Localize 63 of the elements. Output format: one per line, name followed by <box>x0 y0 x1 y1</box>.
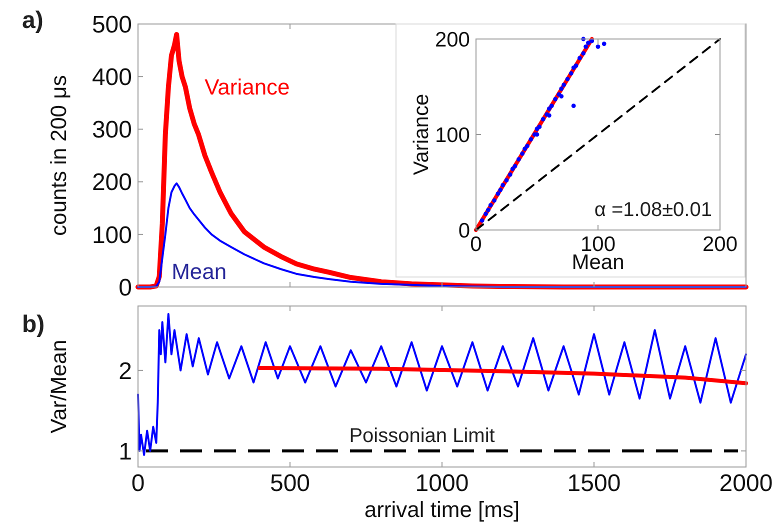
point <box>547 113 552 118</box>
point <box>520 151 525 156</box>
point <box>484 212 488 216</box>
point <box>512 164 518 168</box>
x-tick-label: 200 <box>702 233 738 256</box>
y-axis-title: counts in 200 μs <box>46 75 71 236</box>
point <box>537 124 542 130</box>
y-tick-label: 300 <box>92 116 132 144</box>
point <box>488 202 493 208</box>
point <box>492 198 496 203</box>
x-tick-label: 2000 <box>719 470 773 497</box>
y-tick-label: 500 <box>92 11 132 38</box>
y-tick-label: 0 <box>118 274 132 302</box>
point <box>500 182 506 188</box>
point <box>553 96 558 102</box>
point <box>559 86 564 91</box>
point <box>574 64 578 68</box>
point <box>565 76 570 82</box>
point <box>568 71 574 76</box>
point <box>581 51 586 56</box>
point <box>547 106 552 111</box>
line-series <box>137 182 747 288</box>
point <box>559 94 564 98</box>
y-axis-title: Variance <box>410 94 433 176</box>
point <box>562 82 566 88</box>
ref-line-label: Poissonian Limit <box>349 424 496 447</box>
point <box>510 166 515 172</box>
point <box>602 42 606 46</box>
point <box>549 104 554 108</box>
point <box>504 178 509 183</box>
point <box>498 188 503 192</box>
point <box>525 144 530 148</box>
point <box>540 117 546 122</box>
point <box>584 44 588 49</box>
y-tick-label: 2 <box>118 358 132 385</box>
point <box>528 137 534 142</box>
x-tick-label: 500 <box>270 470 310 497</box>
line-series <box>137 313 747 456</box>
y-axis-title: Var/Mean <box>46 340 71 434</box>
point <box>586 40 590 46</box>
y-tick-label: 200 <box>434 28 470 52</box>
point <box>522 146 527 152</box>
series-label: Variance <box>204 74 290 100</box>
chart-title: a) <box>22 7 44 34</box>
chart-title: b) <box>22 311 45 338</box>
y-tick-label: 100 <box>434 124 470 147</box>
y-tick-label: 1 <box>118 438 132 466</box>
point <box>496 192 500 196</box>
y-tick-label: 200 <box>92 169 132 196</box>
x-tick-label: 1500 <box>567 470 621 497</box>
line-series <box>258 366 748 386</box>
series-label: Mean <box>172 259 227 284</box>
point <box>480 218 484 223</box>
point <box>516 157 521 162</box>
point <box>596 44 600 49</box>
x-axis-title: arrival time [ms] <box>364 497 520 522</box>
point <box>508 172 512 177</box>
point <box>578 56 582 60</box>
point <box>571 104 576 108</box>
annotation: α =1.08±0.01 <box>594 199 712 221</box>
y-tick-label: 400 <box>92 64 132 91</box>
point <box>486 208 490 212</box>
x-tick-label: 1000 <box>415 470 469 497</box>
